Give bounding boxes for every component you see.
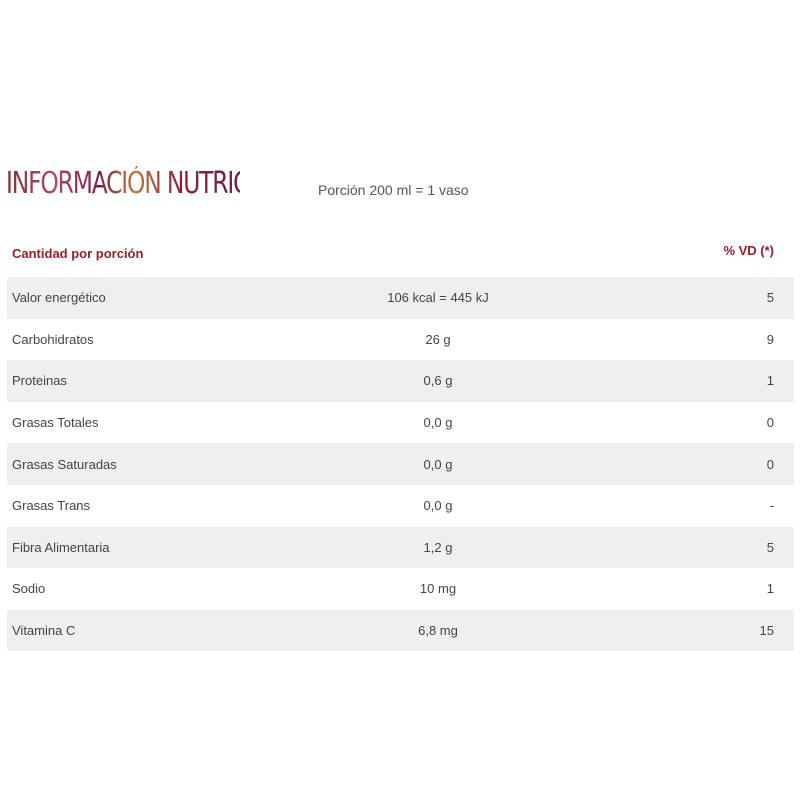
nutrient-value: 10 mg <box>419 581 457 597</box>
page-title: INFORMACIÓN NUTRICIONAL <box>6 166 315 201</box>
title-text: INFORMACIÓN NUTRICIONAL <box>6 166 315 201</box>
nutrient-value: 0,0 g <box>423 498 453 514</box>
nutrient-vd: 1 <box>766 373 774 389</box>
nutrient-vd: 5 <box>766 539 774 555</box>
nutrient-name: Grasas Trans <box>12 498 91 514</box>
nutrient-value: 0,6 g <box>423 373 453 389</box>
nutrient-name: Grasas Saturadas <box>12 456 117 472</box>
nutrient-vd: 0 <box>766 415 774 431</box>
nutrient-name: Proteinas <box>12 373 67 389</box>
portion-label: Porción 200 ml = 1 vaso <box>318 182 469 198</box>
nutrient-vd: 0 <box>766 456 774 472</box>
nutrient-vd: - <box>769 498 774 514</box>
nutrient-vd: 15 <box>759 623 774 639</box>
nutrient-value: 106 kcal = 445 kJ <box>387 290 489 306</box>
nutrient-vd: 1 <box>766 581 774 597</box>
nutrient-value: 0,0 g <box>423 415 453 431</box>
nutrition-table: Valor energético 106 kcal = 445 kJ 5 Carboh… <box>7 277 794 652</box>
nutrient-value: 0,0 g <box>423 456 453 472</box>
table-row: Fibra Alimentaria 1,2 g 5 <box>7 526 794 569</box>
table-row: Grasas Totales 0,0 g 0 <box>7 402 794 444</box>
nutrient-name: Grasas Totales <box>12 415 99 431</box>
vd-header: % VD (*) <box>723 243 774 258</box>
nutrient-name: Sodio <box>12 581 46 597</box>
nutrient-vd: 5 <box>766 290 774 306</box>
nutrient-name: Carbohidratos <box>12 331 94 347</box>
nutrient-vd: 9 <box>766 331 774 347</box>
table-row: Vitamina C 6,8 mg 15 <box>7 609 794 652</box>
nutrient-name: Valor energético <box>12 290 106 306</box>
table-row: Grasas Trans 0,0 g - <box>7 485 794 527</box>
table-row: Carbohidratos 26 g 9 <box>7 319 794 361</box>
nutrient-value: 6,8 mg <box>418 623 458 639</box>
table-row: Grasas Saturadas 0,0 g 0 <box>7 443 794 485</box>
nutrient-value: 1,2 g <box>423 539 453 555</box>
table-row: Proteinas 0,6 g 1 <box>7 360 794 402</box>
table-row: Sodio 10 mg 1 <box>7 568 794 610</box>
nutrient-name: Vitamina C <box>12 623 76 639</box>
table-row: Valor energético 106 kcal = 445 kJ 5 <box>7 277 794 319</box>
amount-header: Cantidad por porción <box>12 246 144 261</box>
nutrient-value: 26 g <box>425 331 451 347</box>
nutrient-name: Fibra Alimentaria <box>12 539 110 555</box>
